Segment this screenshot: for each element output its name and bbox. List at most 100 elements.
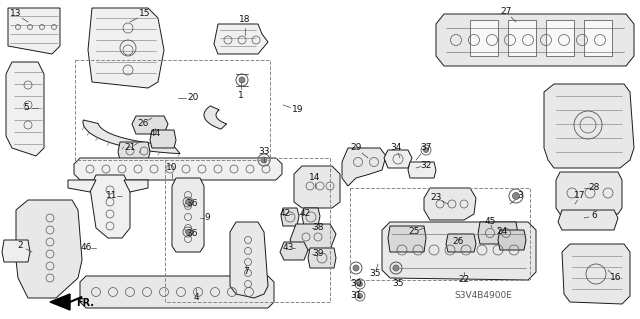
Circle shape bbox=[239, 77, 245, 83]
Text: 1: 1 bbox=[238, 91, 244, 100]
Polygon shape bbox=[214, 24, 268, 54]
Text: 46: 46 bbox=[80, 243, 92, 253]
Polygon shape bbox=[388, 226, 426, 252]
Polygon shape bbox=[562, 244, 630, 304]
Text: 5: 5 bbox=[23, 103, 29, 113]
Bar bbox=[470, 20, 498, 56]
Polygon shape bbox=[308, 248, 336, 268]
Text: 39: 39 bbox=[312, 249, 324, 258]
Polygon shape bbox=[50, 294, 70, 310]
Text: 19: 19 bbox=[292, 106, 304, 115]
Circle shape bbox=[393, 265, 399, 271]
Polygon shape bbox=[280, 242, 308, 260]
Polygon shape bbox=[90, 175, 130, 238]
Polygon shape bbox=[294, 166, 340, 208]
Bar bbox=[350, 188, 530, 280]
Polygon shape bbox=[556, 172, 622, 214]
Text: 24: 24 bbox=[497, 227, 508, 236]
Text: 32: 32 bbox=[420, 160, 432, 169]
Polygon shape bbox=[382, 222, 536, 280]
Polygon shape bbox=[68, 180, 96, 192]
Polygon shape bbox=[436, 14, 634, 66]
Circle shape bbox=[261, 157, 267, 163]
Text: 26: 26 bbox=[138, 118, 148, 128]
Bar bbox=[75, 60, 270, 160]
Polygon shape bbox=[384, 150, 412, 168]
Polygon shape bbox=[302, 208, 320, 226]
Polygon shape bbox=[558, 210, 618, 230]
Polygon shape bbox=[16, 200, 82, 298]
Polygon shape bbox=[8, 8, 60, 54]
Text: 37: 37 bbox=[420, 144, 432, 152]
Text: S3V4B4900E: S3V4B4900E bbox=[454, 292, 512, 300]
Circle shape bbox=[186, 229, 191, 234]
Polygon shape bbox=[124, 180, 148, 192]
Text: 45: 45 bbox=[484, 218, 496, 226]
Text: 42: 42 bbox=[280, 210, 291, 219]
Circle shape bbox=[358, 293, 362, 299]
Text: 27: 27 bbox=[500, 8, 512, 17]
Bar bbox=[584, 20, 612, 56]
Text: 2: 2 bbox=[17, 241, 23, 250]
Polygon shape bbox=[498, 230, 526, 250]
Text: FR.: FR. bbox=[76, 298, 94, 308]
Circle shape bbox=[513, 192, 520, 199]
Text: 42: 42 bbox=[300, 210, 310, 219]
Text: 16: 16 bbox=[611, 273, 621, 283]
Polygon shape bbox=[172, 178, 204, 252]
Polygon shape bbox=[342, 148, 386, 186]
Text: 34: 34 bbox=[390, 144, 402, 152]
Circle shape bbox=[424, 147, 429, 152]
Text: 38: 38 bbox=[312, 224, 324, 233]
Polygon shape bbox=[204, 106, 227, 129]
Text: 9: 9 bbox=[204, 213, 210, 222]
Polygon shape bbox=[118, 142, 150, 160]
Polygon shape bbox=[74, 158, 282, 180]
Text: 29: 29 bbox=[350, 144, 362, 152]
Text: 13: 13 bbox=[10, 10, 22, 19]
Text: 15: 15 bbox=[140, 10, 151, 19]
Text: 14: 14 bbox=[309, 174, 321, 182]
Text: 22: 22 bbox=[458, 276, 470, 285]
Text: 35: 35 bbox=[369, 270, 381, 278]
Bar bbox=[546, 20, 574, 56]
Text: 18: 18 bbox=[239, 16, 251, 25]
Text: 26: 26 bbox=[452, 238, 464, 247]
Bar bbox=[508, 20, 536, 56]
Text: 31: 31 bbox=[350, 292, 362, 300]
Polygon shape bbox=[83, 120, 180, 154]
Bar bbox=[165, 158, 330, 302]
Polygon shape bbox=[478, 222, 518, 244]
Circle shape bbox=[358, 281, 362, 286]
Text: 10: 10 bbox=[166, 164, 178, 173]
Polygon shape bbox=[446, 234, 476, 252]
Polygon shape bbox=[408, 162, 436, 178]
Text: 6: 6 bbox=[591, 211, 597, 220]
Text: 21: 21 bbox=[124, 144, 136, 152]
Circle shape bbox=[186, 199, 191, 204]
Text: 11: 11 bbox=[106, 191, 118, 201]
Polygon shape bbox=[150, 130, 176, 148]
Text: 30: 30 bbox=[350, 279, 362, 288]
Text: 35: 35 bbox=[392, 279, 404, 288]
Text: 3: 3 bbox=[517, 191, 523, 201]
Text: 20: 20 bbox=[188, 93, 198, 102]
Polygon shape bbox=[80, 276, 274, 308]
Polygon shape bbox=[2, 240, 30, 262]
Text: 36: 36 bbox=[186, 199, 198, 209]
Text: 43: 43 bbox=[282, 243, 294, 253]
Text: 44: 44 bbox=[149, 129, 161, 137]
Polygon shape bbox=[281, 208, 299, 226]
Text: 17: 17 bbox=[574, 191, 586, 201]
Polygon shape bbox=[230, 222, 268, 298]
Polygon shape bbox=[544, 84, 634, 168]
Polygon shape bbox=[290, 224, 336, 250]
Text: 4: 4 bbox=[193, 293, 199, 302]
Text: 25: 25 bbox=[408, 227, 420, 236]
Text: 36: 36 bbox=[186, 229, 198, 239]
Text: 33: 33 bbox=[259, 147, 269, 157]
Circle shape bbox=[353, 265, 359, 271]
Text: 28: 28 bbox=[588, 183, 600, 192]
Text: 23: 23 bbox=[430, 194, 442, 203]
Polygon shape bbox=[424, 188, 476, 220]
